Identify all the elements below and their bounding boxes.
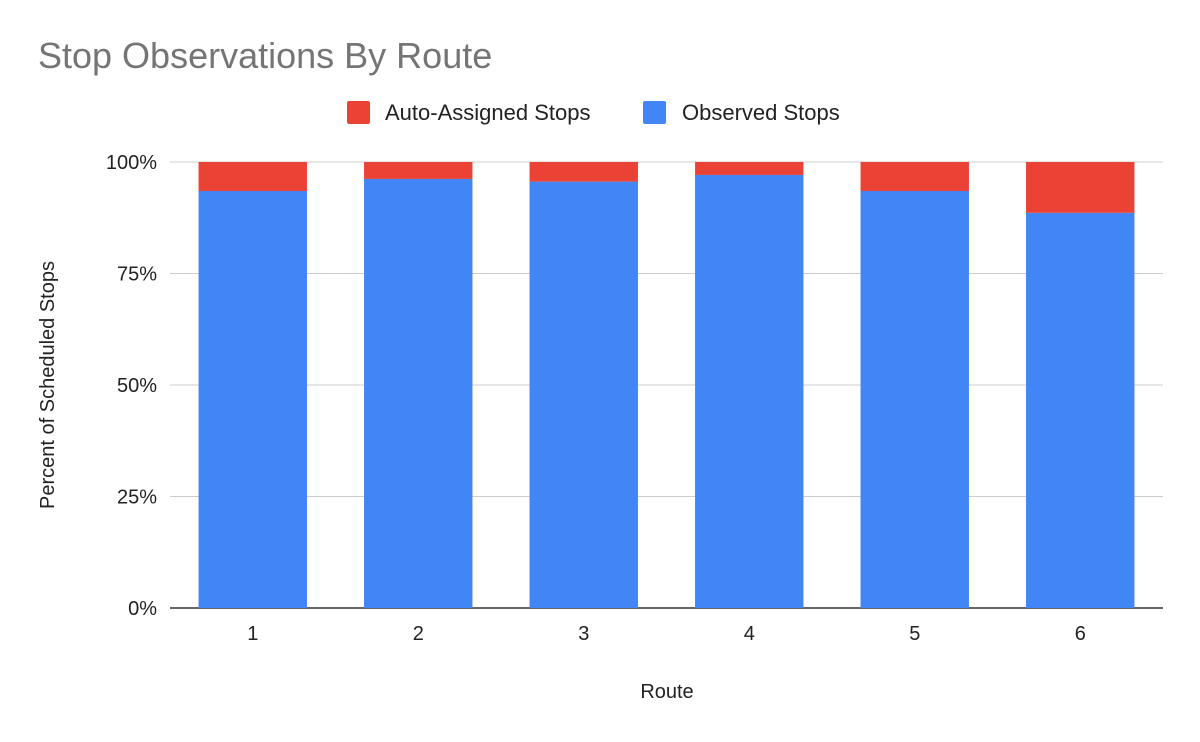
y-tick-label: 0% <box>128 598 157 620</box>
x-axis-label: Route <box>640 681 693 703</box>
legend-label-observed: Observed Stops <box>682 100 840 125</box>
legend-swatch-auto-assigned <box>347 101 370 124</box>
y-axis-ticks: 0% 25% 50% 75% 100% <box>106 152 157 620</box>
bar-auto-assigned-stops-route-6 <box>1026 162 1135 213</box>
y-tick-label: 75% <box>117 264 157 286</box>
x-tick-label: 6 <box>1075 623 1086 645</box>
bar-auto-assigned-stops-route-5 <box>860 162 969 191</box>
x-axis-ticks: 1 2 3 4 5 6 <box>247 623 1086 645</box>
bar-observed-stops-route-1 <box>198 190 307 609</box>
x-tick-label: 5 <box>909 623 920 645</box>
bar-observed-stops-route-6 <box>1026 212 1135 608</box>
legend-swatch-observed <box>643 101 666 124</box>
bar-auto-assigned-stops-route-1 <box>198 162 307 191</box>
bar-auto-assigned-stops-route-2 <box>364 162 473 179</box>
y-tick-label: 100% <box>106 152 157 174</box>
bar-observed-stops-route-3 <box>529 181 638 608</box>
x-tick-label: 4 <box>744 623 755 645</box>
legend-label-auto-assigned: Auto-Assigned Stops <box>385 100 590 125</box>
gridlines <box>170 161 1163 609</box>
bar-observed-stops-route-5 <box>860 190 969 609</box>
y-axis-label: Percent of Scheduled Stops <box>37 261 59 509</box>
x-tick-label: 3 <box>578 623 589 645</box>
bar-observed-stops-route-2 <box>364 178 473 608</box>
x-tick-label: 1 <box>247 623 258 645</box>
bar-observed-stops-route-4 <box>695 174 804 608</box>
chart-title: Stop Observations By Route <box>38 35 492 76</box>
bars <box>198 162 1135 609</box>
y-tick-label: 25% <box>117 487 157 509</box>
x-tick-label: 2 <box>413 623 424 645</box>
bar-auto-assigned-stops-route-3 <box>529 162 638 182</box>
bar-auto-assigned-stops-route-4 <box>695 162 804 175</box>
y-tick-label: 50% <box>117 375 157 397</box>
legend: Auto-Assigned Stops Observed Stops <box>347 100 840 125</box>
